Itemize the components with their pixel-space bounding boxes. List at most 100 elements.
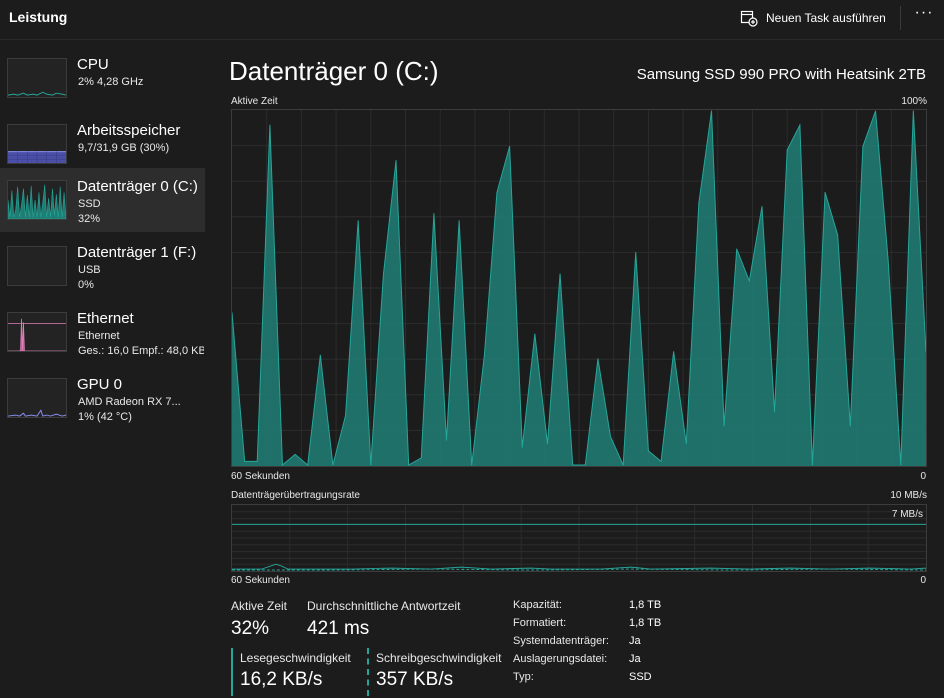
active-time-point <box>496 191 498 193</box>
page-file-value: Ja <box>629 653 641 665</box>
active-time-point <box>736 248 738 250</box>
active-time-point <box>572 464 574 466</box>
active-time-point <box>698 202 700 204</box>
active-time-point <box>685 443 687 445</box>
disk-1-thumbnail <box>7 246 67 286</box>
active-time-point <box>269 124 271 126</box>
active-time-max-label: 100% <box>901 96 927 107</box>
read-speed-label: Lesegeschwindigkeit <box>240 651 351 665</box>
type-value: SSD <box>629 671 652 683</box>
active-time-point <box>849 425 851 427</box>
active-time-point <box>357 220 359 222</box>
active-time-point <box>382 273 384 275</box>
transfer-rate-max-label: 10 MB/s <box>890 490 927 501</box>
active-time-point <box>307 464 309 466</box>
active-time-point <box>711 110 713 112</box>
active-time-point <box>660 460 662 462</box>
capacity-value: 1,8 TB <box>629 599 662 611</box>
active-time-point <box>837 234 839 236</box>
active-time-point <box>774 411 776 413</box>
sidebar-item-disk-1[interactable]: Datenträger 1 (F:) USB 0% <box>0 234 205 298</box>
active-time-area <box>232 110 926 466</box>
type-label: Typ: <box>513 671 534 683</box>
sidebar-item-detail: 2% 4,28 GHz <box>78 76 144 88</box>
cpu-thumbnail <box>7 58 67 98</box>
sidebar-item-usage: 1% (42 °C) <box>78 411 132 423</box>
active-time-graph <box>231 109 927 467</box>
sidebar-item-usage: 32% <box>78 213 101 225</box>
active-time-point <box>546 443 548 445</box>
active-time-point <box>521 446 523 448</box>
sidebar-item-name: CPU <box>77 56 109 73</box>
ethernet-thumbnail <box>7 312 67 352</box>
sidebar-item-detail: AMD Radeon RX 7... <box>78 396 181 408</box>
write-speed-label: Schreibgeschwindigkeit <box>376 651 502 665</box>
sidebar-item-cpu[interactable]: CPU 2% 4,28 GHz <box>0 46 205 110</box>
formatted-label: Formatiert: <box>513 617 567 629</box>
toolbar-divider <box>900 6 901 30</box>
new-task-label: Neuen Task ausführen <box>766 11 886 25</box>
active-time-point <box>256 460 258 462</box>
active-time-point <box>345 414 347 416</box>
active-time-point <box>673 351 675 353</box>
active-time-point <box>912 110 914 112</box>
new-task-button[interactable]: Neuen Task ausführen <box>740 6 886 30</box>
active-time-point <box>281 464 283 466</box>
gpu-thumbnail <box>7 378 67 418</box>
disk-0-thumbnail <box>7 180 67 220</box>
active-time-point <box>445 439 447 441</box>
active-time-point <box>584 464 586 466</box>
formatted-value: 1,8 TB <box>629 617 662 629</box>
active-time-point <box>799 124 801 126</box>
top-bar: Leistung Neuen Task ausführen ··· <box>0 0 944 40</box>
sidebar-item-name: GPU 0 <box>77 376 123 393</box>
sidebar-item-ethernet[interactable]: Ethernet Ethernet Ges.: 16,0 Empf.: 48,0… <box>0 300 205 364</box>
active-time-point <box>748 280 750 282</box>
active-time-point <box>458 220 460 222</box>
transfer-rate-graph <box>231 504 927 572</box>
sidebar-item-name: Datenträger 0 (C:) <box>77 178 198 195</box>
system-disk-value: Ja <box>629 635 641 647</box>
sidebar-item-name: Datenträger 1 (F:) <box>77 244 197 261</box>
sidebar-item-throughput: Ges.: 16,0 Empf.: 48,0 KB <box>78 345 204 357</box>
active-time-series-line <box>232 110 926 466</box>
sidebar-item-detail: SSD <box>78 198 101 210</box>
active-time-point <box>319 354 321 356</box>
active-time-point <box>597 358 599 360</box>
active-time-point <box>395 160 397 162</box>
active-time-point <box>647 450 649 452</box>
sidebar-item-memory[interactable]: Arbeitsspeicher 9,7/31,9 GB (30%) <box>0 112 205 176</box>
active-time-min-label: 0 <box>920 471 926 482</box>
response-time-label: Durchschnittliche Antwortzeit <box>307 599 461 613</box>
active-time-stat-label: Aktive Zeit <box>231 599 288 613</box>
active-time-point <box>433 213 435 215</box>
active-time-point <box>370 464 372 466</box>
active-time-graph-label: Aktive Zeit <box>231 96 278 107</box>
sidebar-item-detail: Ethernet <box>78 330 120 342</box>
sidebar-item-usage: 0% <box>78 279 94 291</box>
active-time-point <box>294 453 296 455</box>
active-time-stat-value: 32% <box>231 618 270 639</box>
write-speed-value: 357 KB/s <box>376 669 454 690</box>
sidebar-item-detail: USB <box>78 264 101 276</box>
active-time-point <box>811 464 813 466</box>
active-time-point <box>723 425 725 427</box>
disk-title: Datenträger 0 (C:) <box>229 56 439 86</box>
write-speed-indicator <box>367 648 369 696</box>
active-time-point <box>862 145 864 147</box>
active-time-point <box>534 333 536 335</box>
active-time-point <box>900 464 902 466</box>
more-options-icon[interactable]: ··· <box>914 4 934 21</box>
device-model: Samsung SSD 990 PRO with Heatsink 2TB <box>636 66 926 83</box>
sidebar-item-gpu[interactable]: GPU 0 AMD Radeon RX 7... 1% (42 °C) <box>0 366 205 430</box>
active-time-point <box>622 464 624 466</box>
sidebar-item-disk-0[interactable]: Datenträger 0 (C:) SSD 32% <box>0 168 205 232</box>
active-time-point <box>761 206 763 208</box>
active-time-point <box>483 354 485 356</box>
read-speed-value: 16,2 KB/s <box>240 669 323 690</box>
capacity-label: Kapazität: <box>513 599 562 611</box>
active-time-chart <box>232 110 926 466</box>
active-time-point <box>471 464 473 466</box>
active-time-point <box>875 110 877 112</box>
transfer-rate-axis-label: 60 Sekunden <box>231 575 290 586</box>
